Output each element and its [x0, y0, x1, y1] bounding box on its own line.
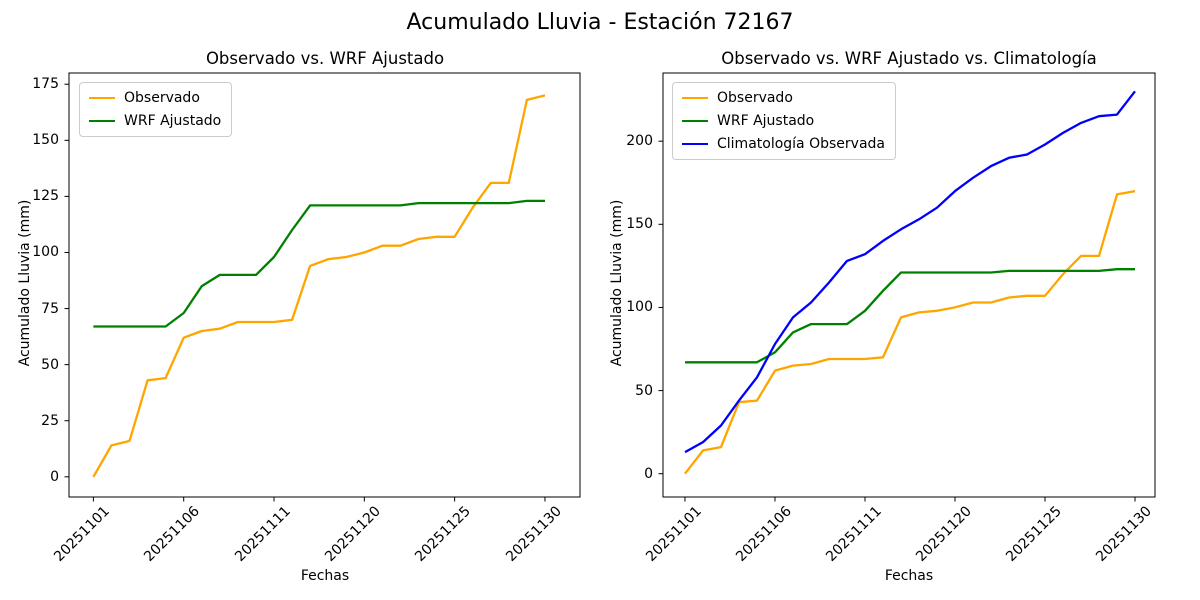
legend-row: WRF Ajustado	[89, 113, 221, 129]
series-line-wrf-ajustado	[685, 268, 1135, 364]
y-tick-label: 75	[41, 300, 59, 317]
legend-row: Observado	[682, 90, 885, 106]
y-tick-label: 150	[626, 216, 653, 233]
series-line-observado	[684, 189, 1136, 475]
legend-line-sample	[682, 143, 708, 145]
legend-row: Observado	[89, 90, 221, 106]
y-tick-label: 200	[626, 133, 653, 150]
axes-frame	[68, 72, 581, 498]
right-y-axis-label: Acumulado Lluvia (mm)	[609, 199, 625, 367]
figure-title: Acumulado Lluvia - Estación 72167	[406, 10, 794, 35]
legend-label: Observado	[717, 90, 793, 106]
left-chart-legend: Observado WRF Ajustado	[79, 82, 233, 137]
legend-row: WRF Ajustado	[682, 113, 885, 129]
legend-line-sample	[682, 120, 708, 122]
y-tick-label: 50	[635, 382, 653, 399]
legend-label: Climatología Observada	[717, 136, 885, 152]
y-tick-label: 150	[32, 132, 59, 149]
y-tick-label: 0	[644, 465, 653, 482]
legend-label: Observado	[124, 90, 200, 106]
left-chart-title: Observado vs. WRF Ajustado	[205, 49, 445, 68]
series-line-wrf-ajustado	[93, 199, 545, 328]
y-tick-label: 0	[50, 468, 59, 485]
series-line-climatolog-a-observada	[684, 90, 1136, 454]
legend-line-sample	[89, 97, 115, 99]
right-x-axis-label: Fechas	[884, 568, 934, 584]
legend-row: Climatología Observada	[682, 136, 885, 152]
legend-label: WRF Ajustado	[124, 113, 222, 129]
right-chart-title: Observado vs. WRF Ajustado vs. Climatolo…	[721, 49, 1097, 68]
y-tick-label: 100	[626, 299, 653, 316]
series-line-observado	[92, 94, 546, 478]
axes-frame	[662, 72, 1156, 498]
y-tick-label: 25	[41, 412, 59, 429]
right-chart-legend: Observado WRF Ajustado Climatología Observ…	[672, 82, 896, 160]
y-tick-label: 175	[32, 76, 59, 93]
legend-label: WRF Ajustado	[717, 113, 815, 129]
y-tick-label: 50	[41, 356, 59, 373]
left-x-axis-label: Fechas	[300, 568, 350, 584]
y-tick-label: 100	[32, 244, 59, 261]
y-tick-label: 125	[32, 188, 59, 205]
legend-line-sample	[682, 97, 708, 99]
legend-line-sample	[89, 120, 115, 122]
